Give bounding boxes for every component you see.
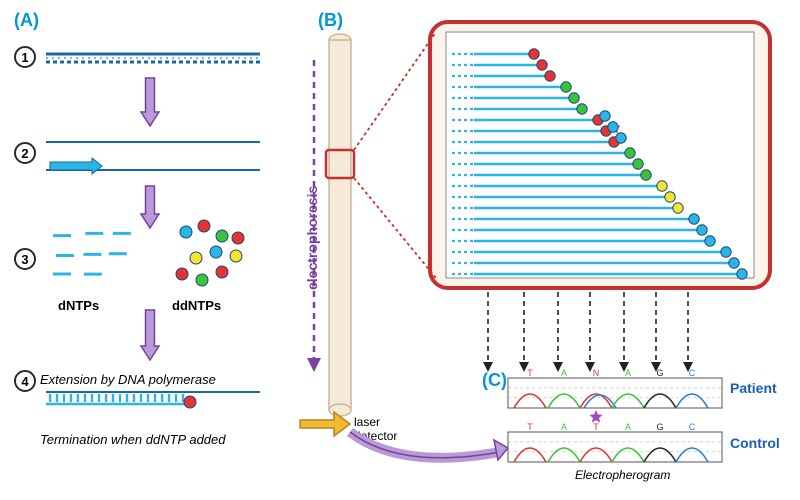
svg-text:T: T (527, 368, 533, 378)
svg-text:A: A (561, 422, 567, 432)
svg-text:C: C (689, 422, 696, 432)
svg-text:A: A (561, 368, 567, 378)
svg-text:A: A (625, 422, 631, 432)
svg-text:T: T (593, 422, 599, 432)
svg-text:N: N (593, 368, 600, 378)
svg-text:C: C (689, 368, 696, 378)
svg-text:A: A (625, 368, 631, 378)
svg-text:G: G (656, 422, 663, 432)
diagram-canvas: T A N A G C T A T A G C (0, 0, 800, 500)
svg-text:G: G (656, 368, 663, 378)
svg-text:T: T (527, 422, 533, 432)
